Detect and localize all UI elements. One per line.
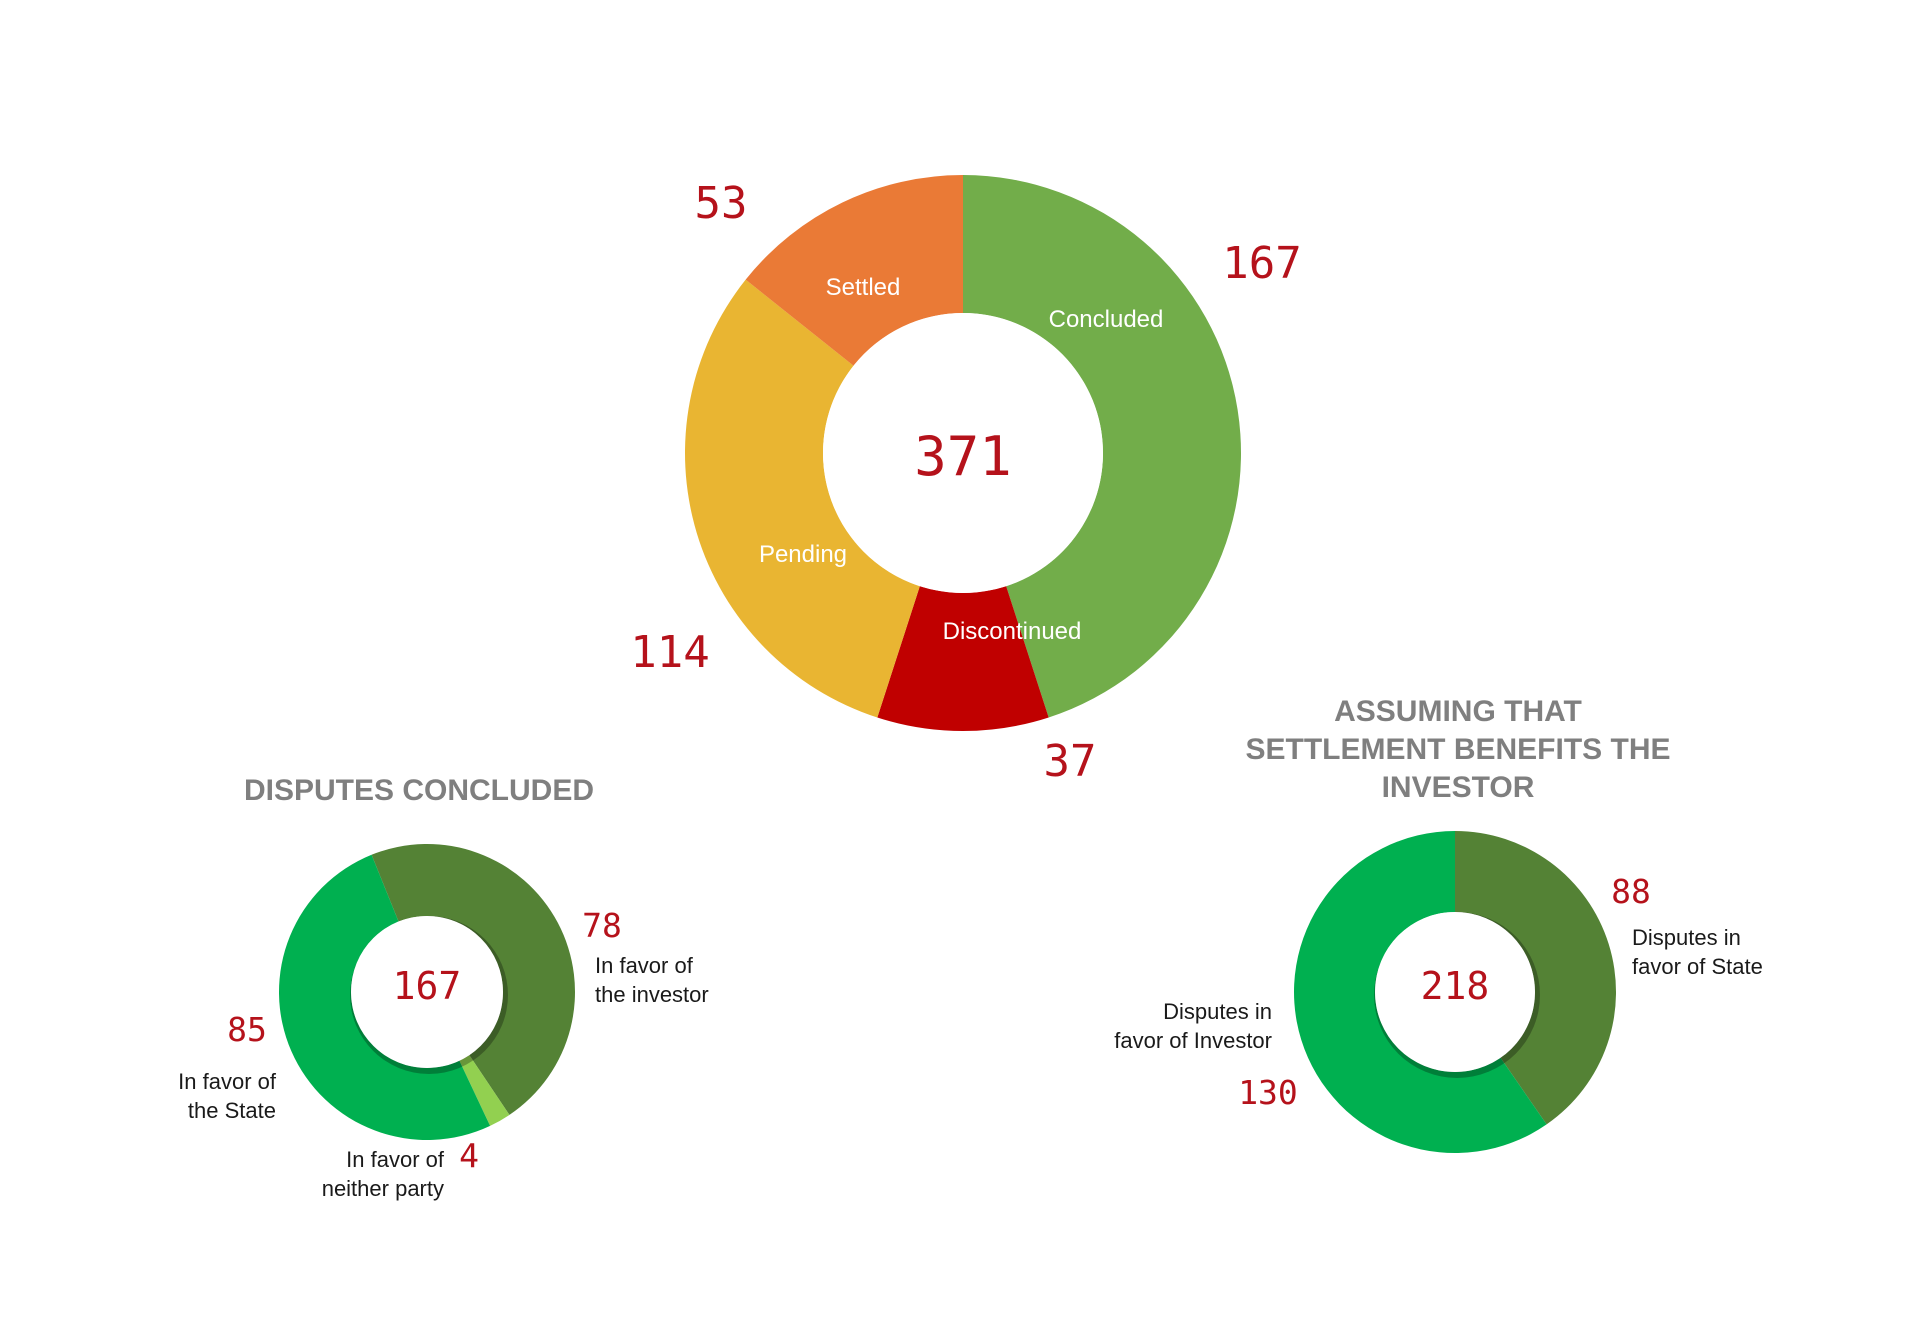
donut-hole bbox=[351, 916, 503, 1068]
value-label-disputes-investor: 130 bbox=[1238, 1073, 1298, 1112]
caption-favor-investor-line1: In favor of bbox=[595, 953, 694, 978]
value-label-pending: 114 bbox=[630, 627, 709, 678]
donut-chart-settlement-assumption: ASSUMING THAT SETTLEMENT BENEFITS THE IN… bbox=[1114, 695, 1763, 1153]
value-label-concluded: 167 bbox=[1222, 238, 1301, 289]
chart-title-disputes-concluded: DISPUTES CONCLUDED bbox=[244, 774, 594, 807]
donut-hole bbox=[823, 313, 1103, 593]
caption-disputes-investor-line1: Disputes in bbox=[1163, 999, 1272, 1024]
caption-neither-party-line1: In favor of bbox=[346, 1147, 445, 1172]
slice-settled bbox=[745, 175, 963, 366]
slice-disputes-in-favor-of-investor bbox=[1294, 831, 1547, 1153]
caption-favor-state-line2: the State bbox=[188, 1098, 276, 1123]
total-label-main: 371 bbox=[914, 425, 1012, 488]
slice-in-favor-of-the-state bbox=[278, 854, 491, 1141]
slice-in-favor-of-the-investor bbox=[371, 843, 576, 1115]
caption-disputes-state-line2: favor of State bbox=[1632, 954, 1763, 979]
value-label-discontinued: 37 bbox=[1044, 736, 1097, 787]
donut-chart-total: 371 Concluded Discontinued Pending Settl… bbox=[630, 175, 1302, 787]
value-label-favor-state: 85 bbox=[227, 1010, 267, 1049]
caption-disputes-investor-line2: favor of Investor bbox=[1114, 1028, 1272, 1053]
slice-pending bbox=[684, 279, 920, 718]
slice-label-discontinued: Discontinued bbox=[943, 618, 1082, 645]
chart-title-line1: ASSUMING THAT bbox=[1334, 695, 1582, 728]
donut-hole bbox=[1375, 912, 1535, 1072]
value-label-favor-investor: 78 bbox=[582, 906, 622, 945]
value-label-neither-party: 4 bbox=[459, 1136, 479, 1175]
slice-discontinued bbox=[877, 586, 1049, 731]
total-label-concluded: 167 bbox=[393, 964, 462, 1008]
slice-label-concluded: Concluded bbox=[1049, 306, 1164, 333]
slice-disputes-in-favor-of-state bbox=[1455, 831, 1617, 1125]
slice-concluded bbox=[963, 175, 1242, 718]
slice-in-favor-of-neither-party bbox=[459, 1055, 510, 1126]
chart-title-line3: INVESTOR bbox=[1382, 771, 1535, 804]
donut-chart-disputes-concluded: DISPUTES CONCLUDED 167 78 In favor of th… bbox=[178, 774, 709, 1201]
caption-favor-state-line1: In favor of bbox=[178, 1069, 277, 1094]
slice-label-pending: Pending bbox=[759, 541, 847, 568]
caption-favor-investor-line2: the investor bbox=[595, 982, 709, 1007]
total-label-assuming: 218 bbox=[1421, 964, 1490, 1008]
slice-label-settled: Settled bbox=[826, 274, 901, 301]
value-label-disputes-state: 88 bbox=[1611, 872, 1651, 911]
caption-disputes-state-line1: Disputes in bbox=[1632, 925, 1741, 950]
caption-neither-party-line2: neither party bbox=[322, 1176, 444, 1201]
value-label-settled: 53 bbox=[695, 178, 748, 229]
chart-title-line2: SETTLEMENT BENEFITS THE bbox=[1245, 733, 1670, 766]
